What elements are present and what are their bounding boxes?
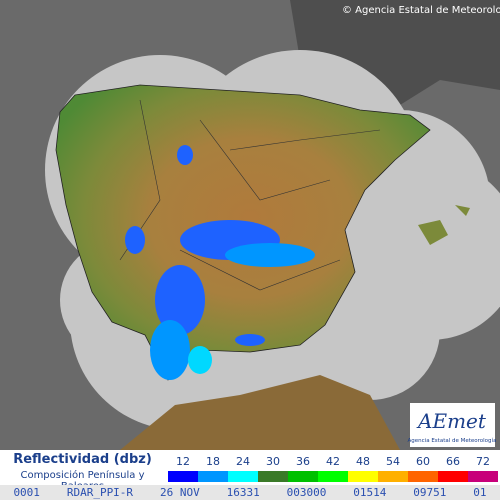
legend-label: 36 xyxy=(296,455,310,468)
legend-label: 48 xyxy=(356,455,370,468)
logo-caption: Agencia Estatal de Meteorología xyxy=(408,437,497,444)
legend-label: 12 xyxy=(176,455,190,468)
legend-title: Reflectividad (dbz) xyxy=(13,452,152,467)
legend-item: 30 xyxy=(258,454,288,484)
footer-field: 16331 xyxy=(226,486,260,499)
legend-item: 18 xyxy=(198,454,228,484)
legend-label: 66 xyxy=(446,455,460,468)
legend-swatch xyxy=(348,471,378,482)
legend-item: 36 xyxy=(288,454,318,484)
legend-swatch xyxy=(228,471,258,482)
legend-swatch xyxy=(318,471,348,482)
legend-item: 66 xyxy=(438,454,468,484)
radar-map: © Agencia Estatal de Meteorología AEmet … xyxy=(0,0,500,450)
footer-field: 003000 xyxy=(286,486,327,499)
legend-swatch xyxy=(198,471,228,482)
balearics xyxy=(418,205,470,245)
legend-label: 30 xyxy=(266,455,280,468)
legend-label: 24 xyxy=(236,455,250,468)
legend-swatch xyxy=(468,471,498,482)
footer-field: 01514 xyxy=(353,486,387,499)
legend-item: 42 xyxy=(318,454,348,484)
legend-item: 48 xyxy=(348,454,378,484)
legend-item: 72 xyxy=(468,454,498,484)
legend-swatch xyxy=(378,471,408,482)
legend-item: 24 xyxy=(228,454,258,484)
borders xyxy=(119,99,381,291)
legend-label: 54 xyxy=(386,455,400,468)
echoes xyxy=(125,145,315,380)
logo-box xyxy=(410,403,495,447)
legend-swatch xyxy=(168,471,198,482)
legend-swatch xyxy=(408,471,438,482)
logo-name: AEmet xyxy=(416,409,487,433)
legend-item: 60 xyxy=(408,454,438,484)
logo: AEmet Agencia Estatal de Meteorología xyxy=(408,403,497,447)
legend-label: 72 xyxy=(476,455,490,468)
legend: 12 18 24 30 36 42 48 54 60 66 72 xyxy=(168,454,498,484)
legend-swatch xyxy=(288,471,318,482)
copyright: © Agencia Estatal de Meteorología xyxy=(342,4,500,16)
footer-field: 26 NOV xyxy=(159,486,200,499)
footer-field: 09751 xyxy=(413,486,447,499)
legend-label: 60 xyxy=(416,455,430,468)
legend-swatch xyxy=(258,471,288,482)
footer-field: RDAR_PPI-R xyxy=(66,486,134,499)
legend-swatch xyxy=(438,471,468,482)
footer-field: 01 xyxy=(473,486,487,499)
legend-label: 42 xyxy=(326,455,340,468)
footer-field: 0001 xyxy=(13,486,40,499)
africa xyxy=(120,375,400,450)
footer: 0001 RDAR_PPI-R 26 NOV 16331 003000 01514 0975… xyxy=(0,485,500,500)
legend-item: 54 xyxy=(378,454,408,484)
legend-item: 12 xyxy=(168,454,198,484)
legend-label: 18 xyxy=(206,455,220,468)
